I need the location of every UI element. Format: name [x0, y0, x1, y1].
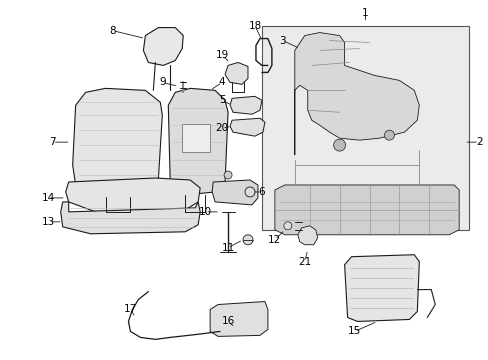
Circle shape: [333, 139, 345, 151]
Text: 20: 20: [215, 123, 228, 133]
Text: 11: 11: [221, 243, 234, 253]
Text: 17: 17: [123, 305, 137, 315]
Circle shape: [244, 187, 254, 197]
Text: 5: 5: [218, 95, 225, 105]
Bar: [182, 124, 210, 152]
Polygon shape: [212, 180, 258, 205]
Polygon shape: [61, 202, 200, 234]
Text: 10: 10: [198, 207, 211, 217]
Polygon shape: [143, 28, 183, 66]
Text: 19: 19: [215, 50, 228, 60]
Circle shape: [243, 235, 252, 245]
Text: 21: 21: [298, 257, 311, 267]
Circle shape: [224, 171, 232, 179]
Polygon shape: [274, 185, 458, 235]
Text: 16: 16: [221, 316, 234, 327]
Text: 4: 4: [218, 77, 225, 87]
Text: 14: 14: [42, 193, 55, 203]
Polygon shape: [65, 178, 200, 212]
Polygon shape: [294, 32, 419, 155]
Text: 7: 7: [49, 137, 56, 147]
Circle shape: [283, 222, 291, 230]
Text: 13: 13: [42, 217, 55, 227]
Polygon shape: [297, 226, 317, 245]
Polygon shape: [229, 118, 264, 136]
Text: 15: 15: [347, 327, 361, 336]
Bar: [262, 26, 468, 230]
Polygon shape: [168, 88, 227, 195]
Polygon shape: [224, 62, 247, 84]
Polygon shape: [229, 96, 262, 114]
Text: 12: 12: [268, 235, 281, 245]
Text: 3: 3: [279, 36, 285, 46]
Text: 6: 6: [258, 187, 264, 197]
Text: 18: 18: [248, 21, 261, 31]
Circle shape: [384, 130, 394, 140]
Text: 1: 1: [362, 8, 368, 18]
Text: 8: 8: [109, 26, 116, 36]
Polygon shape: [73, 88, 162, 197]
Text: 9: 9: [159, 77, 165, 87]
Text: 2: 2: [475, 137, 482, 147]
Polygon shape: [344, 255, 419, 321]
Polygon shape: [210, 302, 267, 336]
